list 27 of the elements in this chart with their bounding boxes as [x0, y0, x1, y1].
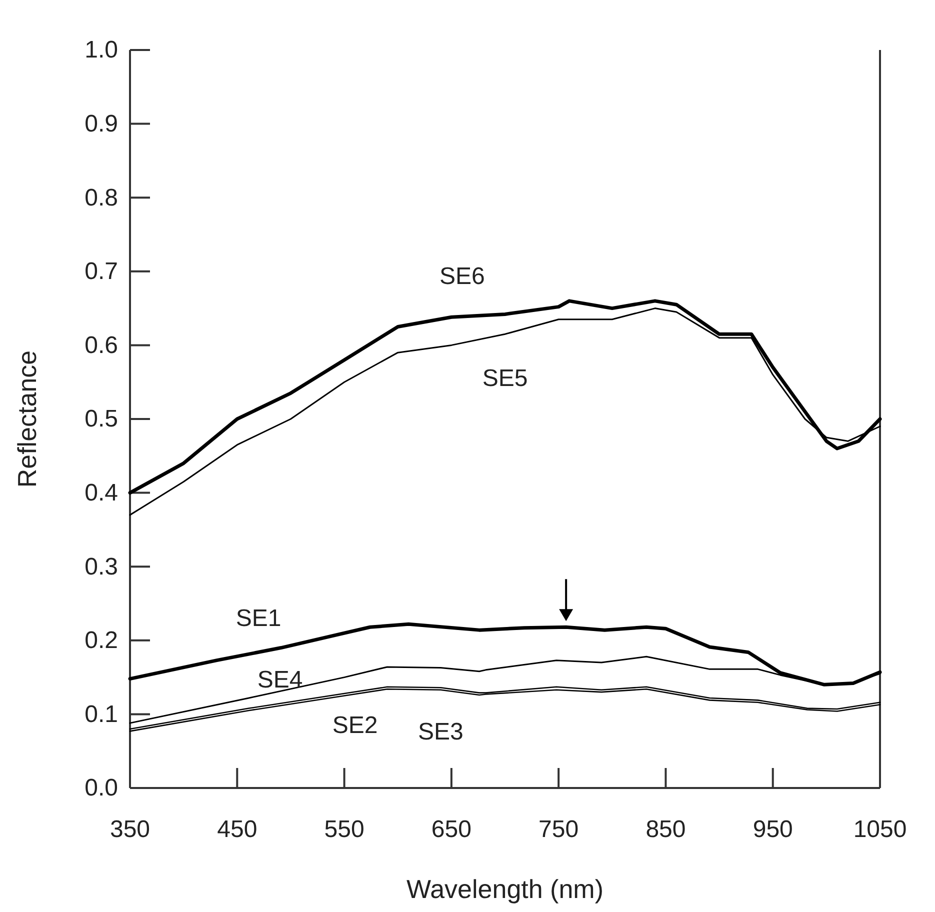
y-axis-title: Reflectance [12, 350, 42, 488]
y-tick-label: 0.2 [84, 627, 118, 654]
x-tick-label: 1050 [853, 816, 907, 844]
x-tick-label: 950 [752, 816, 793, 844]
x-tick-label: 550 [324, 816, 364, 844]
y-tick-label: 0.8 [84, 184, 118, 212]
series-label: SE2 [332, 712, 378, 740]
series-label: SE5 [482, 365, 528, 392]
series-label: SE6 [439, 263, 485, 290]
x-tick-label: 450 [217, 816, 258, 844]
y-tick-label: 0.3 [84, 553, 118, 580]
y-tick-label: 0.5 [84, 406, 118, 433]
x-axis-title: Wavelength (nm) [406, 874, 604, 904]
x-tick-label: 750 [538, 816, 579, 844]
x-tick-label: 350 [110, 816, 150, 844]
y-tick-label: 0.0 [84, 774, 118, 802]
series-label: SE1 [236, 604, 282, 632]
y-tick-label: 0.4 [84, 479, 118, 506]
series-label: SE3 [418, 718, 464, 746]
y-tick-label: 1.0 [84, 36, 118, 64]
y-tick-label: 0.6 [84, 332, 118, 359]
series-label: SE4 [257, 666, 303, 694]
y-tick-label: 0.1 [84, 700, 118, 728]
y-tick-label: 0.7 [84, 258, 118, 286]
y-tick-label: 0.9 [84, 110, 118, 138]
x-tick-label: 850 [646, 816, 686, 844]
x-tick-label: 650 [431, 816, 472, 844]
